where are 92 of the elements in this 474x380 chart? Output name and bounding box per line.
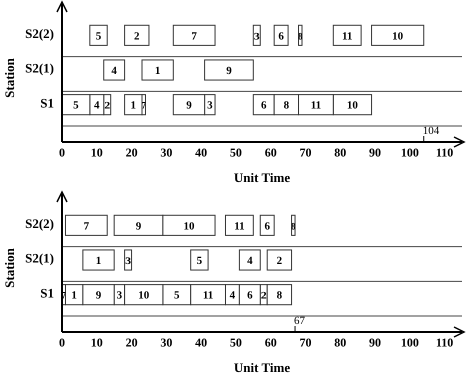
bar <box>190 249 209 271</box>
text: 10 <box>346 100 358 112</box>
bar <box>124 94 142 116</box>
x-tick-label: 20 <box>126 336 138 350</box>
x-tick-label: 100 <box>400 146 419 160</box>
text: 4 <box>111 65 117 77</box>
text: 7 <box>84 220 90 232</box>
text: 11 <box>202 290 214 302</box>
text: 8 <box>284 100 290 112</box>
series-label: 4 <box>247 255 254 267</box>
text: 10 <box>138 290 150 302</box>
x-tick-label: 0 <box>59 336 65 350</box>
bar <box>142 59 174 81</box>
bar <box>204 59 254 81</box>
text: 9 <box>96 290 102 302</box>
series-label: 2 <box>260 290 267 302</box>
bar <box>332 24 362 46</box>
text: 2 <box>276 255 282 267</box>
text: 2 <box>134 30 140 42</box>
series-label: 11 <box>234 220 245 232</box>
series-label: 3 <box>254 31 260 42</box>
text: 4 <box>230 290 236 302</box>
x-tick-label: 110 <box>436 146 454 160</box>
x-axis-title: Unit Time <box>234 170 290 185</box>
x-tick-label: 10 <box>90 336 103 350</box>
text: 1 <box>154 65 160 77</box>
text: 8 <box>276 290 282 302</box>
series-label: 3 <box>125 256 132 267</box>
text: 6 <box>247 290 253 302</box>
x-tick-label: 30 <box>160 336 172 350</box>
text: 7 <box>191 30 197 42</box>
series-label: 2 <box>104 100 110 112</box>
y-axis-title: Station <box>2 57 17 98</box>
text: 3 <box>207 100 213 112</box>
x-tick-label: 40 <box>195 336 208 350</box>
text: 5 <box>174 290 180 302</box>
series-label: 1 <box>130 100 136 112</box>
y-tick-label: S1 <box>40 285 54 300</box>
series-label: 9 <box>186 100 192 112</box>
series-label: 10 <box>392 30 404 42</box>
bar <box>82 249 115 271</box>
x-tick-label: 80 <box>334 146 346 160</box>
x-tick-label: 40 <box>195 146 208 160</box>
series-label: 5 <box>96 30 102 42</box>
bar <box>224 214 254 236</box>
x-tick-label: 90 <box>369 336 382 350</box>
series-label: 10 <box>183 220 195 232</box>
y-tick-label: S1 <box>40 95 54 110</box>
x-tick-label: 50 <box>230 336 242 350</box>
text: 3 <box>116 290 122 302</box>
y-tick-label: S2(1) <box>25 60 54 76</box>
x-tick-label: 110 <box>436 336 454 350</box>
x-tick-label: 90 <box>369 146 382 160</box>
series-label: 5 <box>196 255 203 267</box>
x-tick-label: 70 <box>299 146 312 160</box>
text: 5 <box>73 100 79 112</box>
series-label: 6 <box>278 30 284 42</box>
bar <box>266 249 292 271</box>
bar <box>103 59 126 81</box>
text: 11 <box>310 100 322 112</box>
series-label: 11 <box>342 30 352 42</box>
bar <box>89 24 108 46</box>
x-tick-label: 70 <box>299 336 312 350</box>
x-tick-label: 0 <box>59 146 65 160</box>
x-tick-label: 60 <box>264 146 277 160</box>
bar <box>274 24 289 46</box>
series-label: 9 <box>136 220 142 232</box>
x-tick-label: 80 <box>334 336 346 350</box>
bar <box>371 24 424 46</box>
bar <box>124 24 150 46</box>
x-tick-label: 30 <box>160 146 172 160</box>
bar <box>64 214 108 236</box>
x-tick-label: 10 <box>90 146 103 160</box>
text: 6 <box>260 100 266 112</box>
y-tick-label: S2(2) <box>25 26 54 42</box>
text: 1 <box>71 290 77 302</box>
x-tick-label: 100 <box>400 336 419 350</box>
bar <box>172 24 216 46</box>
series-label: 1 <box>96 255 102 267</box>
x-tick-label: 20 <box>126 146 138 160</box>
x-tick-label: 60 <box>264 336 277 350</box>
bar <box>238 249 261 271</box>
annotation: 67 <box>294 315 306 327</box>
x-axis-title: Unit Time <box>234 360 290 375</box>
series-label: 4 <box>94 100 100 112</box>
series-label: 6 <box>264 220 270 232</box>
y-tick-label: S2(2) <box>25 216 54 232</box>
x-tick-label: 50 <box>230 146 242 160</box>
annotation: 104 <box>422 125 440 137</box>
y-axis-title: Station <box>2 247 17 288</box>
text: 9 <box>226 65 232 77</box>
y-tick-label: S2(1) <box>25 250 54 266</box>
